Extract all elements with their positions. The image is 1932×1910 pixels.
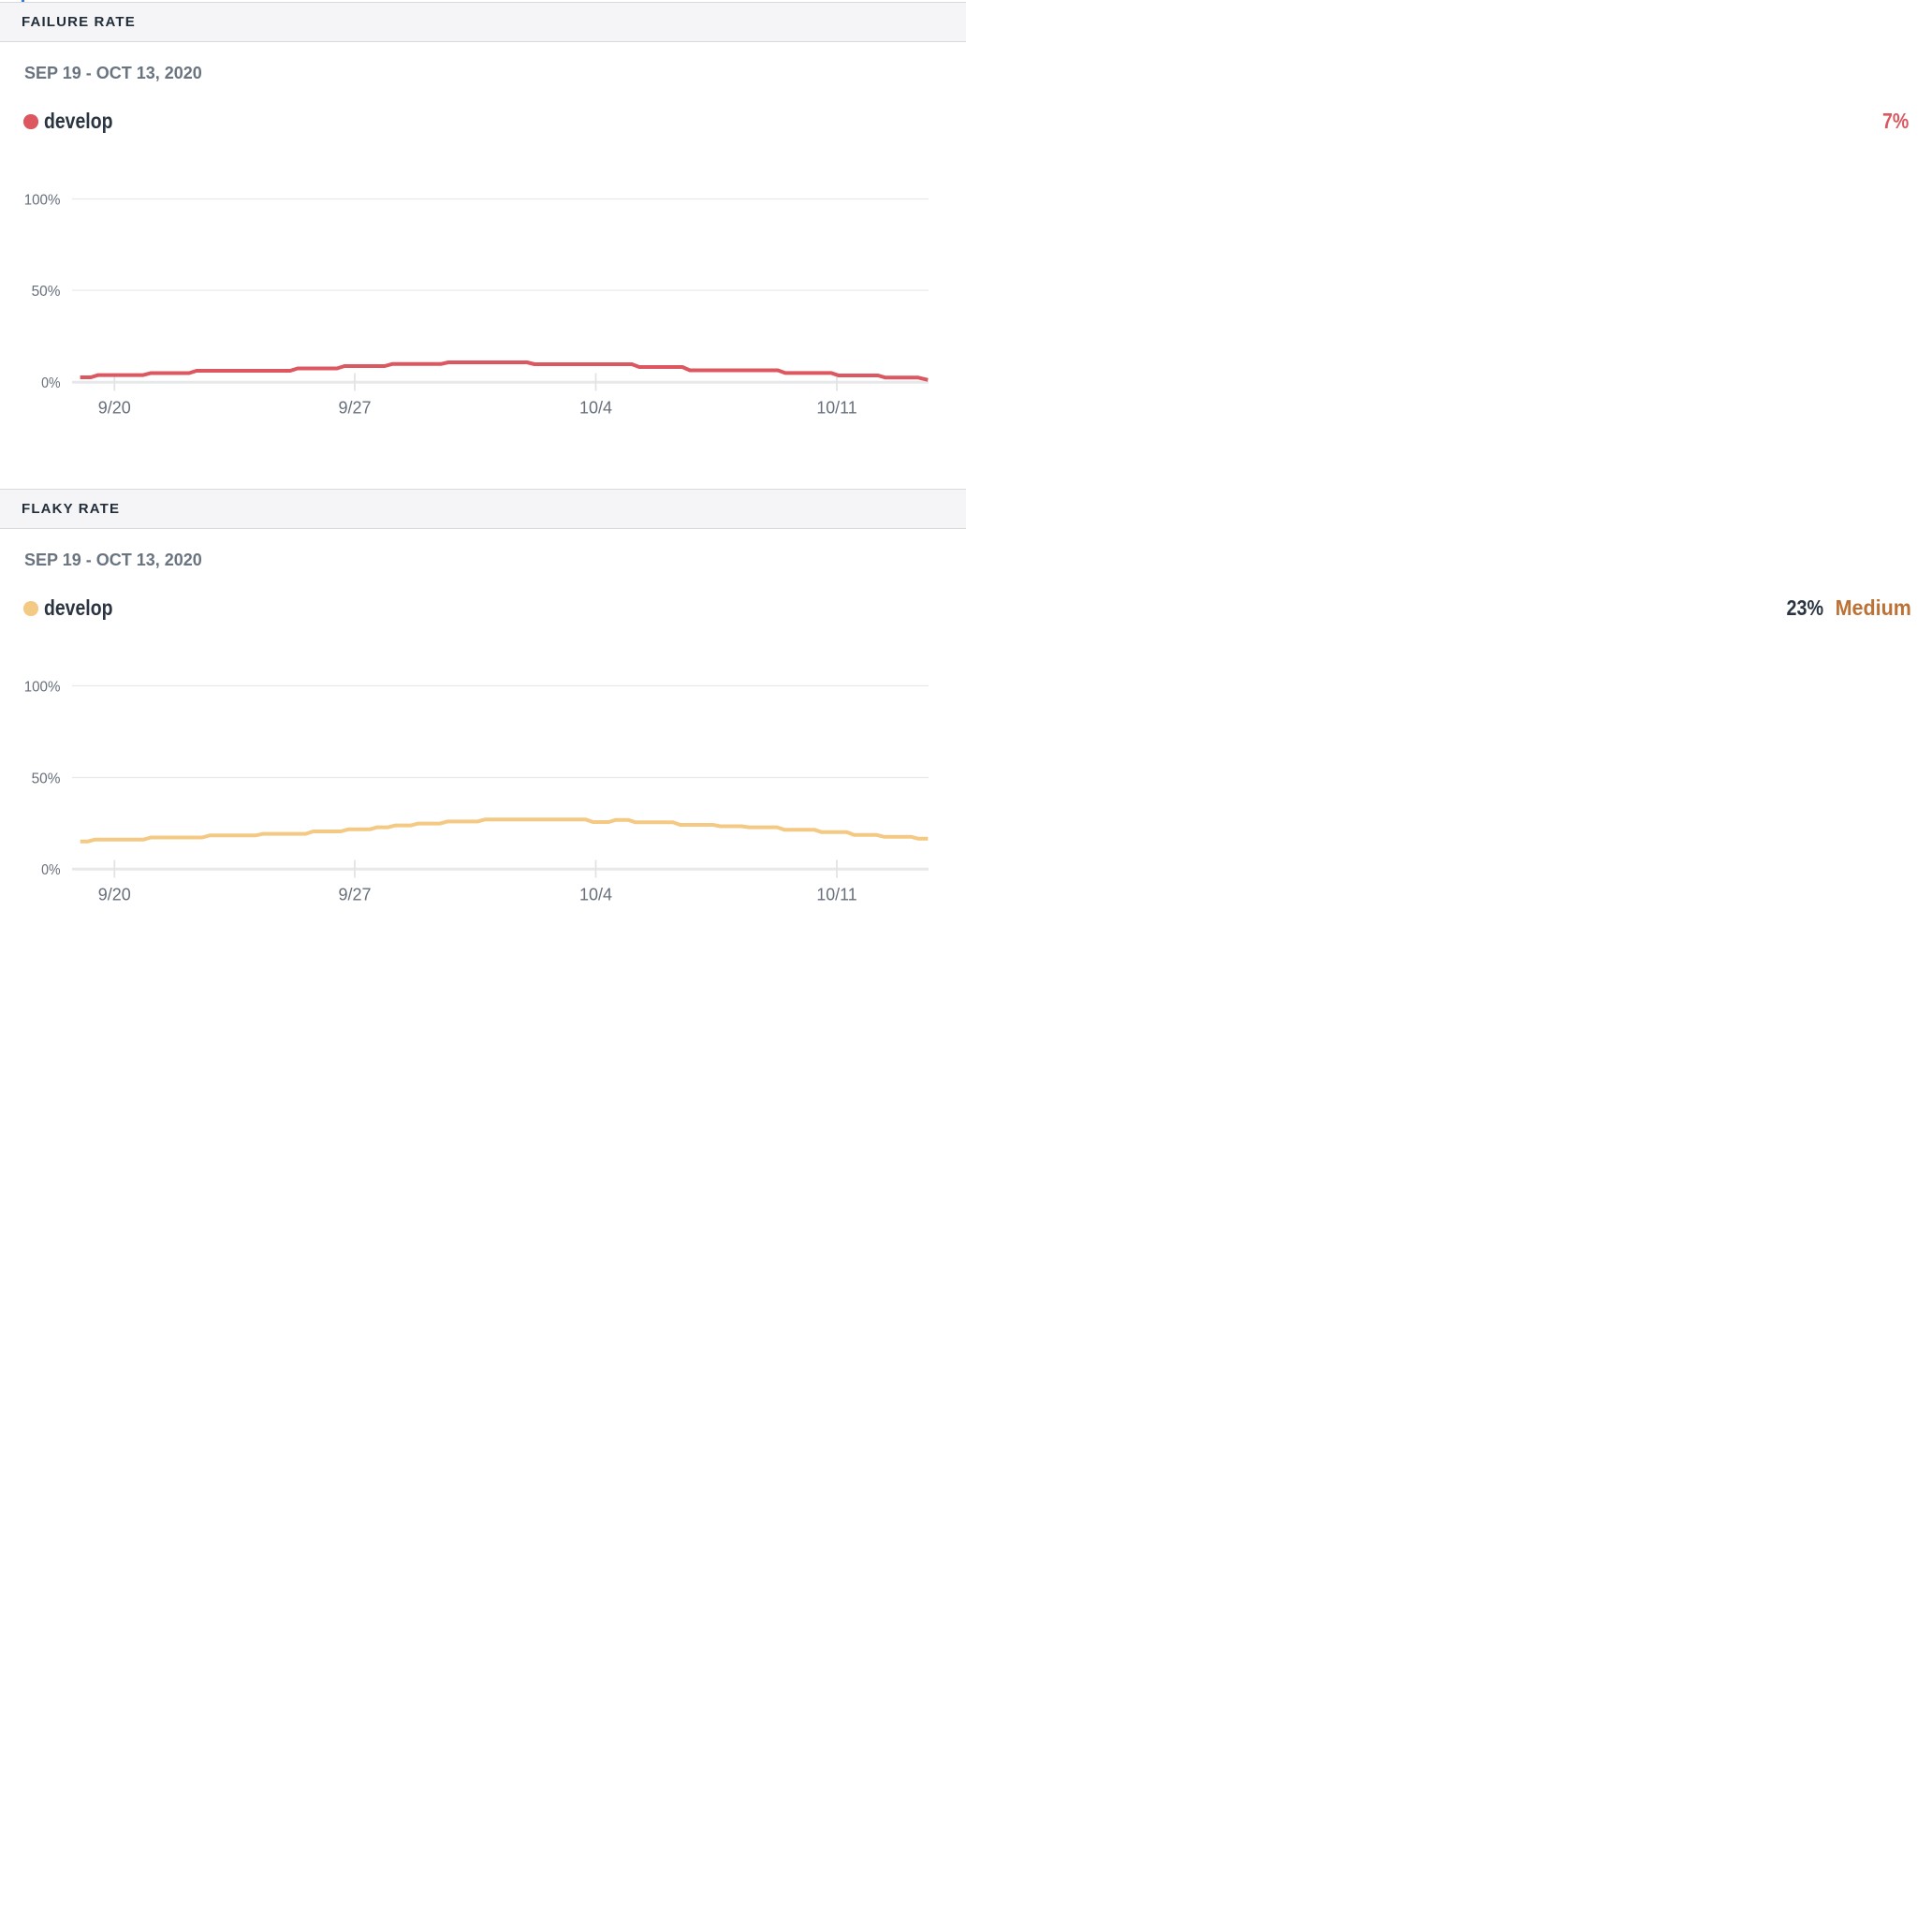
svg-text:100%: 100%	[24, 679, 61, 695]
svg-text:9/20: 9/20	[98, 399, 131, 418]
svg-text:50%: 50%	[32, 771, 61, 786]
svg-text:100%: 100%	[24, 192, 61, 208]
svg-text:0%: 0%	[41, 862, 60, 878]
svg-text:10/4: 10/4	[579, 886, 612, 904]
svg-text:0%: 0%	[41, 375, 60, 391]
svg-text:9/27: 9/27	[338, 886, 371, 904]
svg-text:9/27: 9/27	[338, 399, 371, 418]
svg-text:10/11: 10/11	[816, 399, 856, 418]
svg-text:9/20: 9/20	[98, 886, 131, 904]
svg-text:10/11: 10/11	[816, 886, 856, 904]
svg-text:10/4: 10/4	[579, 399, 612, 418]
svg-text:50%: 50%	[32, 284, 61, 300]
